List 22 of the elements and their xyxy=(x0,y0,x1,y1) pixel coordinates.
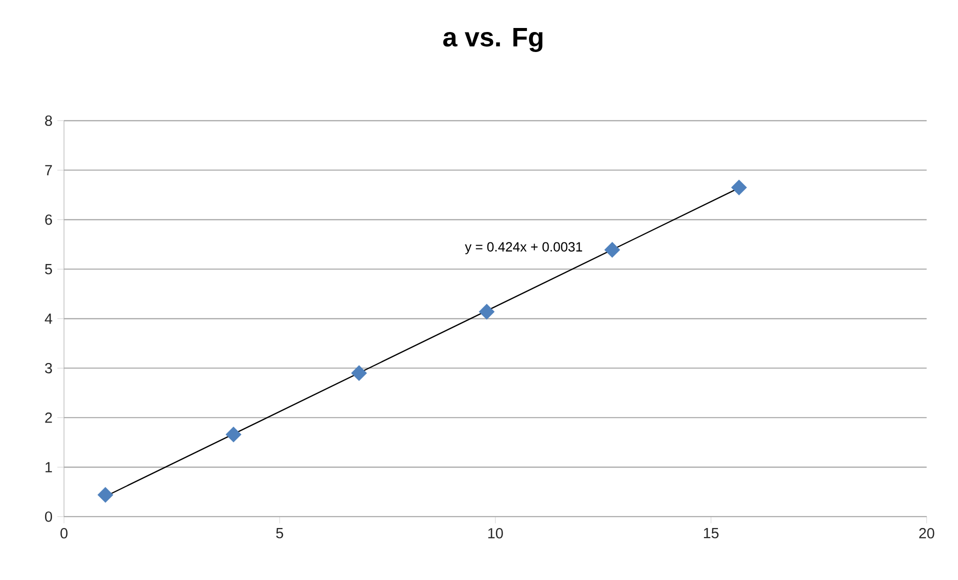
y-tick-label: 1 xyxy=(46,462,52,472)
y-tick-label: 7 xyxy=(45,165,52,176)
x-tick-label: 15 xyxy=(704,528,719,538)
point xyxy=(604,242,620,258)
y-tick-label: 2 xyxy=(45,412,52,423)
x-tick-label: 5 xyxy=(276,528,284,538)
x-tick-label: 10 xyxy=(488,528,503,538)
y-tick-label: 6 xyxy=(45,214,52,225)
point xyxy=(98,487,114,503)
point xyxy=(731,180,747,196)
y-tick-label: 3 xyxy=(45,362,52,374)
point xyxy=(226,426,242,442)
y-tick-label: 8 xyxy=(45,115,52,126)
annotation: y = 0.424x + 0.0031 xyxy=(464,242,582,254)
x-tick-label: 20 xyxy=(919,528,934,538)
point xyxy=(478,304,495,320)
y-tick-label: 0 xyxy=(45,511,52,522)
chart-title: a vs. Fg xyxy=(443,28,542,52)
y-tick-label: 4 xyxy=(44,314,52,324)
y-tick-label: 5 xyxy=(45,264,52,274)
x-tick-label: 0 xyxy=(60,528,68,538)
point xyxy=(351,365,367,381)
